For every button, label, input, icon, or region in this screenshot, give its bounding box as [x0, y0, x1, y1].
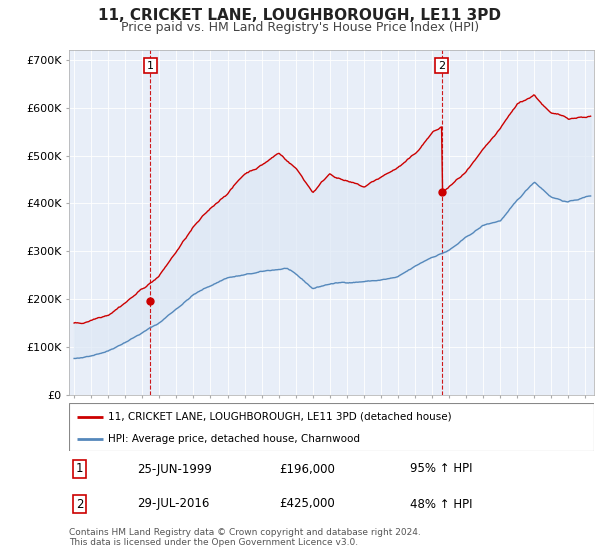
- Text: 1: 1: [147, 60, 154, 71]
- Text: £196,000: £196,000: [279, 463, 335, 475]
- Text: 2: 2: [76, 497, 83, 511]
- Text: 11, CRICKET LANE, LOUGHBOROUGH, LE11 3PD (detached house): 11, CRICKET LANE, LOUGHBOROUGH, LE11 3PD…: [109, 412, 452, 422]
- Text: Contains HM Land Registry data © Crown copyright and database right 2024.: Contains HM Land Registry data © Crown c…: [69, 528, 421, 536]
- Text: 25-JUN-1999: 25-JUN-1999: [137, 463, 212, 475]
- Text: 95% ↑ HPI: 95% ↑ HPI: [410, 463, 473, 475]
- Text: £425,000: £425,000: [279, 497, 335, 511]
- Text: 1: 1: [76, 463, 83, 475]
- Text: HPI: Average price, detached house, Charnwood: HPI: Average price, detached house, Char…: [109, 434, 361, 444]
- FancyBboxPatch shape: [69, 403, 594, 451]
- Text: 2: 2: [438, 60, 445, 71]
- Text: 11, CRICKET LANE, LOUGHBOROUGH, LE11 3PD: 11, CRICKET LANE, LOUGHBOROUGH, LE11 3PD: [98, 8, 502, 24]
- Text: This data is licensed under the Open Government Licence v3.0.: This data is licensed under the Open Gov…: [69, 538, 358, 547]
- Text: Price paid vs. HM Land Registry's House Price Index (HPI): Price paid vs. HM Land Registry's House …: [121, 21, 479, 34]
- Text: 29-JUL-2016: 29-JUL-2016: [137, 497, 209, 511]
- Text: 48% ↑ HPI: 48% ↑ HPI: [410, 497, 473, 511]
